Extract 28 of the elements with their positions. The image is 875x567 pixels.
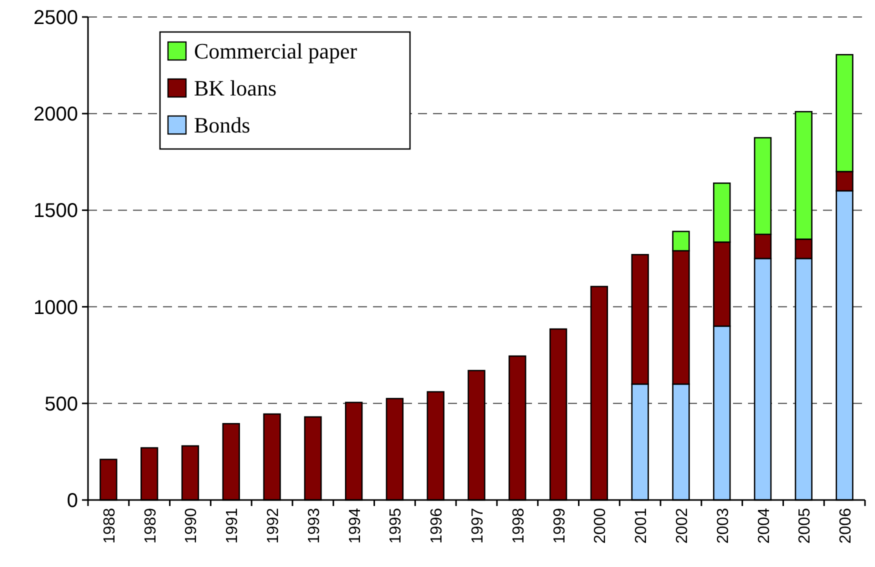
x-tick-label: 1990 [183, 508, 200, 544]
legend-label: Bonds [194, 112, 250, 138]
y-tick-label: 2000 [34, 104, 78, 126]
y-tick-label: 0 [66, 490, 78, 512]
x-tick-label: 2006 [838, 508, 855, 544]
x-tick-label: 2005 [796, 508, 814, 544]
x-tick-label: 1989 [142, 508, 160, 544]
x-tick-label: 1997 [470, 508, 486, 544]
x-tick-label: 2001 [633, 508, 650, 544]
x-tick-label: 2003 [714, 508, 732, 544]
x-tick-label: 1991 [224, 508, 242, 544]
y-tick-label: 1000 [34, 296, 78, 319]
y-tick-label: 500 [44, 393, 78, 416]
x-tick-label: 1992 [265, 508, 282, 544]
x-tick-label: 1998 [510, 508, 528, 544]
y-tick-label: 1500 [34, 200, 78, 222]
legend-label: Commercial paper [194, 38, 358, 64]
x-tick-label: 1988 [101, 508, 118, 544]
x-tick-label: 1996 [428, 508, 446, 544]
x-tick-label: 2000 [592, 508, 610, 544]
x-tick-label: 1994 [346, 508, 364, 544]
legend-label: BK loans [194, 76, 276, 101]
x-tick-label: 1995 [388, 508, 405, 544]
y-tick-label: 2500 [34, 7, 78, 29]
x-tick-label: 1999 [551, 508, 568, 544]
x-tick-label: 2002 [674, 508, 691, 544]
x-tick-label: 2004 [756, 508, 773, 544]
x-tick-label: 1993 [306, 508, 323, 544]
